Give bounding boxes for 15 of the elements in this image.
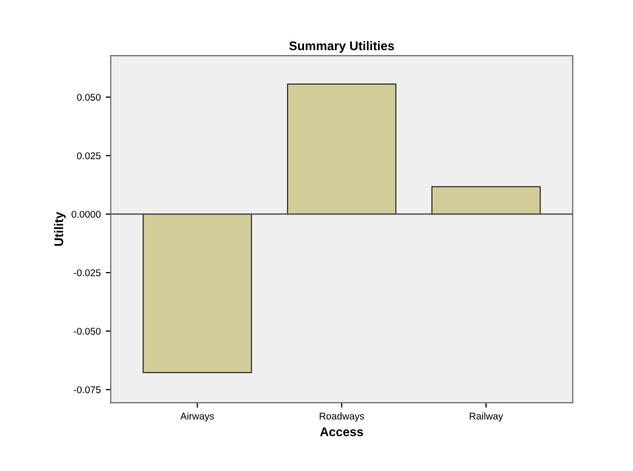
y-tick-label: -0.075 bbox=[74, 386, 101, 394]
chart-title: Summary Utilities bbox=[289, 41, 394, 53]
y-tick-label: 0.050 bbox=[77, 94, 101, 101]
bar bbox=[142, 214, 252, 374]
x-tick-label: Railway bbox=[470, 412, 504, 422]
y-tick-label: -0.025 bbox=[74, 269, 101, 276]
bar bbox=[287, 83, 396, 215]
y-tick-label: -0.050 bbox=[74, 328, 101, 335]
y-tick-label: 0.025 bbox=[77, 152, 101, 160]
x-axis-title: Access bbox=[320, 428, 364, 436]
x-tick-label: Roadways bbox=[320, 412, 364, 422]
bar bbox=[431, 186, 541, 215]
y-tick-label: 0.0000 bbox=[72, 210, 101, 218]
x-tick-label: Airways bbox=[180, 412, 214, 422]
y-axis-title: Utility bbox=[54, 212, 66, 246]
